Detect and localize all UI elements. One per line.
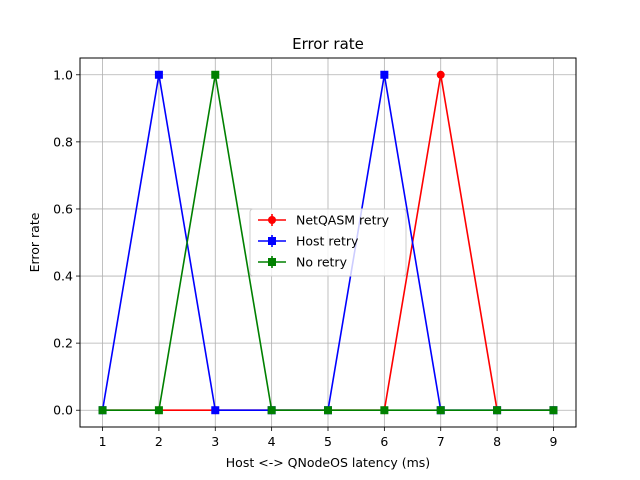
y-tick-label: 0.0 [53, 403, 73, 418]
y-tick-label: 1.0 [53, 67, 73, 82]
legend-marker [268, 258, 276, 266]
y-tick-label: 0.2 [53, 336, 73, 351]
y-tick-label: 0.6 [53, 201, 73, 216]
data-point-netqasm-retry [436, 70, 445, 79]
x-tick-label: 8 [493, 434, 501, 449]
x-tick-label: 1 [99, 434, 107, 449]
data-point-no-retry [211, 70, 220, 79]
data-point-host-retry [380, 70, 389, 79]
legend-box [249, 208, 407, 277]
data-point-no-retry [154, 406, 163, 415]
legend-item-host-retry: Host retry [258, 234, 359, 249]
x-tick-label: 2 [155, 434, 163, 449]
y-tick-label: 0.8 [53, 134, 73, 149]
legend-label: No retry [296, 255, 348, 270]
series-no-retry [98, 70, 558, 415]
data-point-no-retry [324, 406, 332, 415]
legend-marker [268, 237, 276, 245]
data-point-no-retry [98, 406, 107, 415]
chart-title: Error rate [292, 35, 364, 53]
x-tick-label: 6 [380, 434, 388, 449]
data-point-no-retry [380, 406, 389, 415]
series-layer [98, 70, 558, 415]
y-axis-ticks: 0.0 0.2 0.4 0.6 0.8 1.0 [53, 67, 80, 418]
legend: NetQASM retry Host retry No retry [249, 208, 407, 277]
legend-marker [268, 216, 276, 224]
y-tick-label: 0.4 [53, 269, 73, 284]
legend-label: NetQASM retry [296, 213, 390, 228]
x-tick-label: 7 [437, 434, 445, 449]
x-tick-label: 3 [211, 434, 219, 449]
y-axis-label: Error rate [27, 212, 42, 272]
legend-label: Host retry [296, 234, 359, 249]
data-point-host-retry [211, 406, 220, 415]
x-tick-label: 9 [549, 434, 557, 449]
data-point-host-retry [154, 70, 163, 79]
data-point-no-retry [493, 406, 502, 415]
x-tick-label: 4 [268, 434, 276, 449]
x-axis-ticks: 1 2 3 4 5 6 7 8 9 [99, 427, 557, 449]
data-point-no-retry [267, 406, 276, 415]
data-point-no-retry [436, 406, 445, 415]
x-axis-label: Host <-> QNodeOS latency (ms) [226, 455, 430, 470]
legend-item-netqasm-retry: NetQASM retry [258, 213, 390, 228]
x-tick-label: 5 [324, 434, 332, 449]
data-point-no-retry [549, 406, 558, 415]
legend-item-no-retry: No retry [258, 255, 348, 270]
